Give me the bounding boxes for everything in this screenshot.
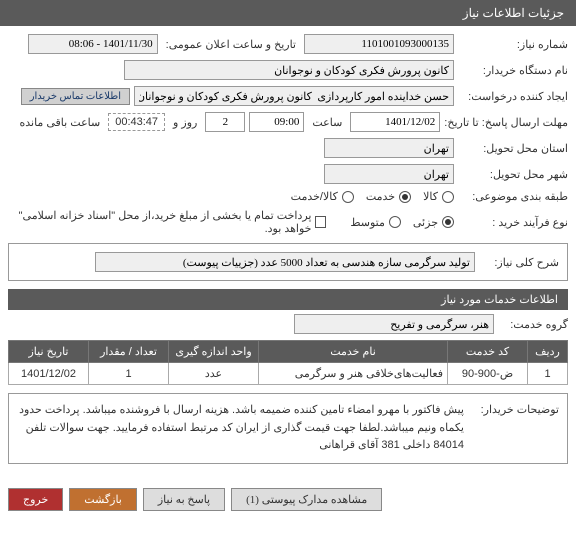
day-label: روز و xyxy=(173,116,197,129)
cell-row: 1 xyxy=(528,363,568,385)
col-unit: واحد اندازه گیری xyxy=(169,341,259,363)
radio-icon xyxy=(442,191,454,203)
payment-note-check[interactable]: پرداخت تمام یا بخشی از مبلغ خرید،از محل … xyxy=(8,209,326,235)
col-qty: تعداد / مقدار xyxy=(89,341,169,363)
process-label: نوع فرآیند خرید : xyxy=(458,216,568,229)
group-label: گروه خدمت: xyxy=(498,318,568,331)
radio-partial[interactable]: جزئی xyxy=(413,216,454,229)
province-input[interactable] xyxy=(324,138,454,158)
col-code: کد خدمت xyxy=(448,341,528,363)
group-input[interactable] xyxy=(294,314,494,334)
creator-label: ایجاد کننده درخواست: xyxy=(458,90,568,103)
table-header-row: ردیف کد خدمت نام خدمت واحد اندازه گیری ت… xyxy=(9,341,568,363)
radio-service[interactable]: خدمت xyxy=(366,190,411,203)
province-label: استان محل تحویل: xyxy=(458,142,568,155)
exit-button[interactable]: خروج xyxy=(8,488,63,511)
announce-input[interactable] xyxy=(28,34,158,54)
footer-buttons: خروج بازگشت مشاهده مدارک پیوستی (1) پاسخ… xyxy=(0,480,576,519)
radio-icon xyxy=(389,216,401,228)
buyer-org-input[interactable] xyxy=(124,60,454,80)
checkbox-icon xyxy=(315,216,326,228)
page-title: جزئیات اطلاعات نیاز xyxy=(463,6,564,20)
back-button[interactable]: بازگشت xyxy=(69,488,137,511)
remarks-label: توضیحات خریدار: xyxy=(464,402,559,455)
category-label: طبقه بندی موضوعی: xyxy=(458,190,568,203)
announce-label: تاریخ و ساعت اعلان عمومی: xyxy=(166,38,296,51)
attachments-button[interactable]: مشاهده مدارک پیوستی (1) xyxy=(231,488,382,511)
cell-unit: عدد xyxy=(169,363,259,385)
radio-both[interactable]: کالا/خدمت xyxy=(291,190,354,203)
page-header: جزئیات اطلاعات نیاز xyxy=(0,0,576,26)
services-section-title: اطلاعات خدمات مورد نیاز xyxy=(8,289,568,310)
reply-button[interactable]: پاسخ به نیاز xyxy=(143,488,225,511)
col-row: ردیف xyxy=(528,341,568,363)
deadline-label: مهلت ارسال پاسخ: تا تاریخ: xyxy=(444,116,568,129)
radio-goods[interactable]: کالا xyxy=(423,190,454,203)
summary-box: شرح کلی نیاز: xyxy=(8,243,568,281)
col-date: تاریخ نیاز xyxy=(9,341,89,363)
cell-date: 1401/12/02 xyxy=(9,363,89,385)
day-count-input[interactable] xyxy=(205,112,245,132)
time-label: ساعت xyxy=(312,116,342,129)
remarks-text: پیش فاکتور با مهرو امضاء تامین کننده ضمی… xyxy=(17,402,464,455)
remain-label: ساعت باقی مانده xyxy=(19,116,100,129)
process-radio-group: جزئی متوسط پرداخت تمام یا بخشی از مبلغ خ… xyxy=(8,209,454,235)
remarks-box: توضیحات خریدار: پیش فاکتور با مهرو امضاء… xyxy=(8,393,568,464)
cell-name: فعالیت‌های‌خلاقی هنر و سرگرمی xyxy=(259,363,448,385)
creator-input[interactable] xyxy=(134,86,454,106)
radio-icon xyxy=(442,216,454,228)
radio-medium[interactable]: متوسط xyxy=(350,216,401,229)
summary-input[interactable] xyxy=(95,252,475,272)
need-no-input[interactable] xyxy=(304,34,454,54)
radio-icon xyxy=(399,191,411,203)
category-radio-group: کالا خدمت کالا/خدمت xyxy=(291,190,454,203)
city-label: شهر محل تحویل: xyxy=(458,168,568,181)
deadline-date-input[interactable] xyxy=(350,112,440,132)
buyer-org-label: نام دستگاه خریدار: xyxy=(458,64,568,77)
table-row[interactable]: 1 ض-900-90 فعالیت‌های‌خلاقی هنر و سرگرمی… xyxy=(9,363,568,385)
radio-icon xyxy=(342,191,354,203)
services-table: ردیف کد خدمت نام خدمت واحد اندازه گیری ت… xyxy=(8,340,568,385)
contact-buyer-button[interactable]: اطلاعات تماس خریدار xyxy=(21,88,130,105)
cell-code: ض-900-90 xyxy=(448,363,528,385)
col-name: نام خدمت xyxy=(259,341,448,363)
city-input[interactable] xyxy=(324,164,454,184)
cell-qty: 1 xyxy=(89,363,169,385)
countdown-timer: 00:43:47 xyxy=(108,113,165,131)
summary-label: شرح کلی نیاز: xyxy=(479,256,559,269)
deadline-time-input[interactable] xyxy=(249,112,304,132)
need-no-label: شماره نیاز: xyxy=(458,38,568,51)
